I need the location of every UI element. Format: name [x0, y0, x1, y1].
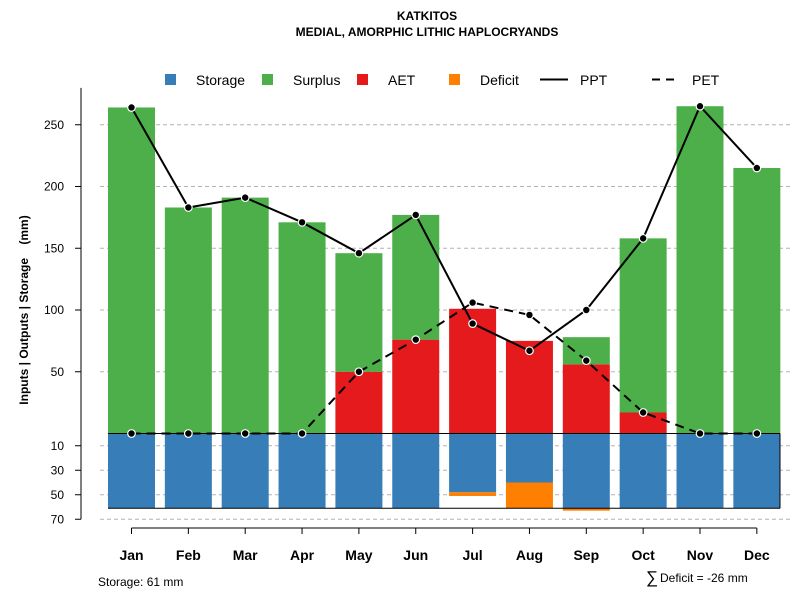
- y-tick-label: 50: [51, 365, 65, 379]
- pet-point-sep: [581, 356, 591, 366]
- legend-swatch-surplus: [262, 74, 273, 85]
- y-tick-label: 10: [51, 439, 65, 453]
- pet-point-mar: [240, 429, 250, 438]
- pet-point-may: [354, 367, 364, 377]
- bar-storage-nov: [676, 433, 724, 509]
- bar-aet-jun: [392, 339, 440, 434]
- bar-storage-jun: [392, 433, 440, 509]
- y-tick-label: 50: [51, 488, 65, 502]
- pet-point-dec: [752, 429, 762, 438]
- bars: [108, 106, 781, 511]
- deficit-note: Deficit = -26 mm: [660, 571, 748, 585]
- ppt-point-dec: [752, 163, 762, 173]
- x-tick-label-mar: Mar: [233, 547, 258, 563]
- ppt-point-jun: [411, 210, 421, 220]
- y-tick-label: 200: [44, 180, 64, 194]
- y-tick-label: 250: [44, 118, 64, 132]
- x-tick-label-nov: Nov: [687, 547, 714, 563]
- legend-label-surplus: Surplus: [293, 72, 340, 88]
- bar-surplus-apr: [278, 222, 326, 434]
- ppt-point-oct: [638, 233, 648, 243]
- legend-label-ppt: PPT: [580, 72, 608, 88]
- ppt-point-jan: [127, 103, 136, 112]
- x-tick-label-feb: Feb: [176, 547, 201, 563]
- x-tick-label-jul: Jul: [462, 547, 482, 563]
- pet-point-oct: [638, 408, 648, 417]
- y-tick-label: 150: [44, 241, 64, 255]
- ppt-point-may: [354, 248, 364, 258]
- ppt-point-mar: [240, 193, 250, 203]
- bar-storage-may: [335, 433, 383, 509]
- bar-aet-jul: [449, 308, 497, 434]
- bar-storage-feb: [164, 433, 212, 509]
- bar-surplus-mar: [221, 197, 269, 434]
- legend-swatch-aet: [357, 74, 368, 85]
- pet-point-jan: [127, 429, 136, 438]
- legend-label-pet: PET: [692, 72, 720, 88]
- pet-point-feb: [183, 429, 193, 438]
- y-axis-label: Inputs | Outputs | Storage (mm): [17, 215, 31, 404]
- x-tick-label-sep: Sep: [573, 547, 599, 563]
- bar-surplus-jun: [392, 214, 440, 340]
- x-tick-label-oct: Oct: [631, 547, 655, 563]
- ppt-point-sep: [581, 305, 591, 315]
- ppt-point-apr: [297, 217, 307, 227]
- bar-surplus-oct: [619, 238, 667, 413]
- ppt-point-jul: [468, 319, 478, 328]
- bar-surplus-nov: [676, 106, 724, 434]
- series-lines: [127, 101, 762, 438]
- legend-swatch-storage: [165, 74, 176, 85]
- bar-storage-apr: [278, 433, 326, 509]
- bar-storage-dec: [733, 433, 781, 509]
- pet-point-nov: [695, 429, 705, 438]
- pet-line: [131, 301, 757, 435]
- legend: Storage Surplus AET Deficit PPT PET: [165, 72, 720, 88]
- bar-surplus-feb: [164, 207, 212, 434]
- bar-deficit-sep: [562, 508, 610, 511]
- legend-label-storage: Storage: [196, 72, 245, 88]
- storage-note: Storage: 61 mm: [98, 575, 183, 589]
- y-tick-label: 70: [51, 512, 65, 526]
- x-tick-label-aug: Aug: [516, 547, 543, 563]
- bar-deficit-jul: [449, 492, 497, 496]
- ppt-line: [130, 104, 758, 352]
- pet-point-apr: [297, 429, 307, 438]
- chart-title: KATKITOS: [397, 9, 457, 23]
- bar-storage-jan: [108, 433, 155, 509]
- pet-point-jun: [411, 335, 421, 345]
- bar-aet-aug: [505, 340, 553, 434]
- deficit-sum-symbol: ∑: [646, 568, 658, 587]
- bar-storage-mar: [221, 433, 269, 509]
- ppt-point-feb: [183, 203, 193, 212]
- axes: 50 100 150 200 250 10 30 50 70 Jan Feb Mar Apr May Jun…: [44, 87, 770, 563]
- bar-surplus-jan: [108, 107, 155, 434]
- bar-surplus-dec: [733, 167, 781, 434]
- chart-subtitle: MEDIAL, AMORPHIC LITHIC HAPLOCRYANDS: [296, 25, 559, 39]
- bar-storage-oct: [619, 433, 667, 509]
- pet-point-aug: [525, 310, 534, 320]
- bar-storage-jul: [449, 433, 497, 493]
- x-tick-label-dec: Dec: [744, 547, 770, 563]
- x-tick-label-jun: Jun: [403, 547, 428, 563]
- pet-point-jul: [468, 298, 478, 307]
- ppt-point-nov: [695, 101, 705, 111]
- gridlines: [100, 124, 790, 520]
- legend-label-deficit: Deficit: [480, 72, 519, 88]
- x-tick-label-jan: Jan: [119, 547, 143, 563]
- bar-deficit-aug: [505, 482, 553, 509]
- ppt-point-aug: [525, 346, 534, 356]
- x-tick-label-apr: Apr: [290, 547, 315, 563]
- bar-storage-sep: [562, 433, 610, 509]
- y-tick-label: 100: [44, 303, 64, 317]
- legend-swatch-deficit: [449, 74, 460, 85]
- bar-storage-aug: [505, 433, 553, 483]
- y-tick-label: 30: [51, 463, 65, 477]
- bar-surplus-may: [335, 253, 383, 372]
- legend-label-aet: AET: [388, 72, 416, 88]
- x-tick-label-may: May: [345, 547, 372, 563]
- bar-aet-may: [335, 371, 383, 434]
